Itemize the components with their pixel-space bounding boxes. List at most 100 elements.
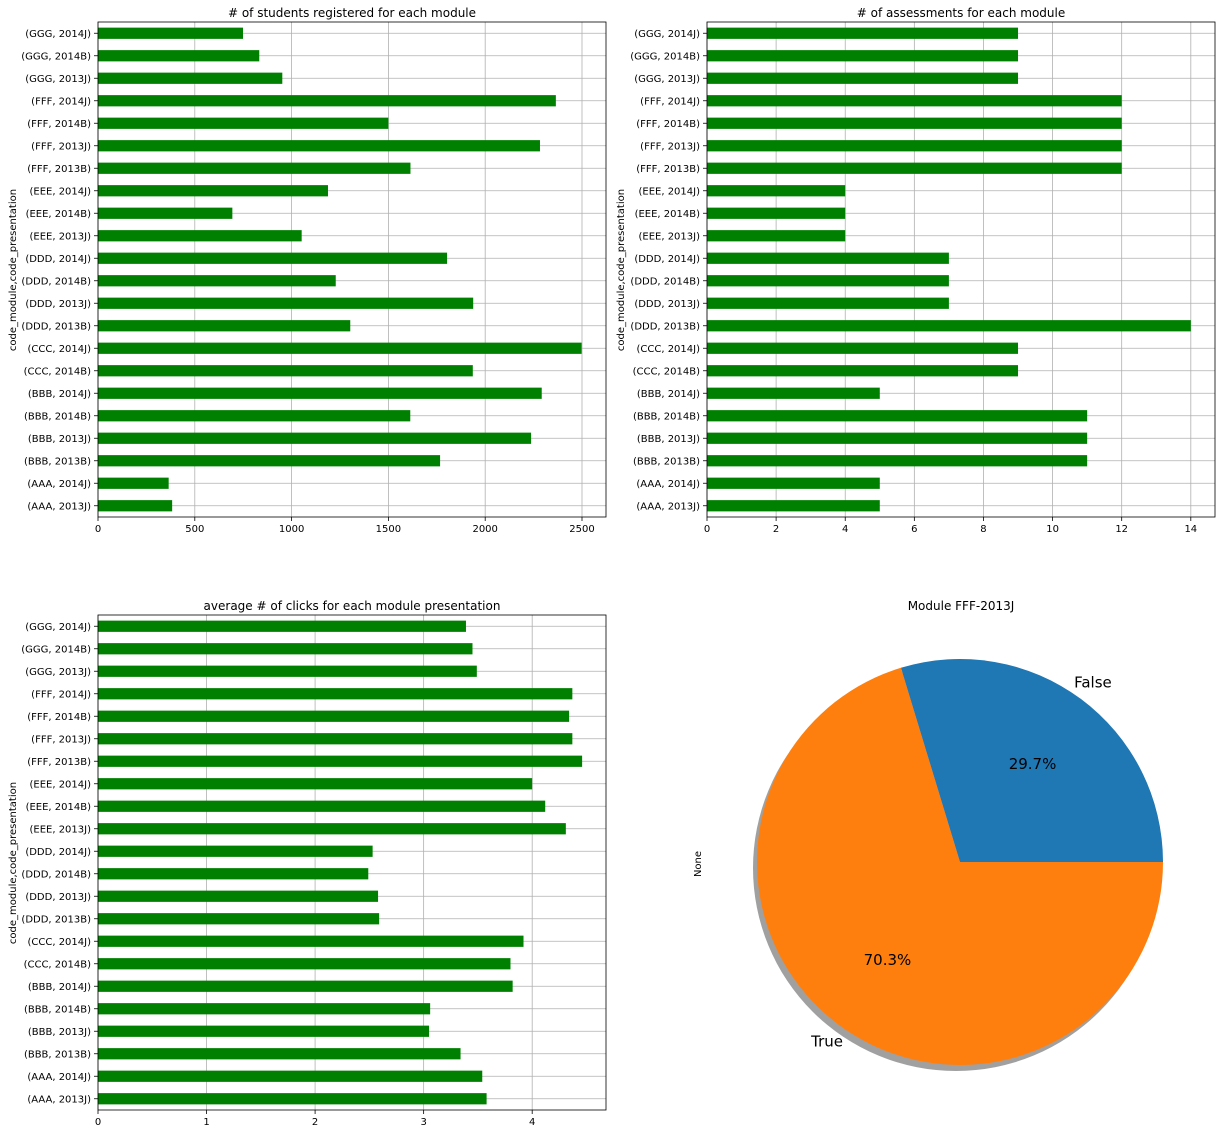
bar [98,1003,431,1015]
pie-percent-label: 29.7% [1009,755,1057,773]
y-axis-label: code_module,code_presentation [8,782,19,944]
bar [98,868,369,880]
x-tick-label: 0 [95,1117,101,1128]
bar [707,432,1088,444]
y-tick-label: (DDD, 2013B) [21,914,91,925]
y-tick-label: (AAA, 2014J) [636,479,700,490]
bar [98,710,570,722]
bar [98,230,302,242]
y-tick-label: (EEE, 2014J) [29,779,91,790]
bar [98,297,474,309]
bar [98,27,244,39]
y-tick-label: (CCC, 2014J) [27,344,91,355]
y-tick-label: (BBB, 2014B) [633,411,700,422]
y-tick-label: (BBB, 2013J) [28,434,91,445]
bar [98,500,173,512]
pie-slice-label: False [1074,674,1112,692]
chart-title: # of assessments for each module [857,6,1065,20]
bar [98,95,556,107]
y-tick-label: (BBB, 2013B) [24,1049,91,1060]
bar [98,845,373,857]
y-axis-label: None [693,851,704,877]
y-tick-label: (BBB, 2013J) [28,1027,91,1038]
y-tick-label: (EEE, 2013J) [638,231,700,242]
bar [98,1048,461,1060]
y-tick-label: (AAA, 2013J) [27,1094,91,1105]
y-tick-label: (GGG, 2014J) [634,29,700,40]
y-tick-label: (DDD, 2014B) [21,869,91,880]
bar [98,432,532,444]
y-tick-label: (AAA, 2013J) [636,501,700,512]
bar [98,643,473,655]
y-tick-label: (EEE, 2014J) [638,186,700,197]
bar [98,185,328,197]
bar [98,455,441,467]
bar [98,1070,483,1082]
bar [707,140,1122,152]
chart-title: average # of clicks for each module pres… [204,599,501,613]
y-tick-label: (FFF, 2014B) [27,712,91,723]
chart-title: Module FFF-2013J [908,599,1015,613]
y-tick-label: (AAA, 2014J) [27,1072,91,1083]
bar [98,320,351,332]
y-tick-label: (FFF, 2013B) [636,164,700,175]
y-tick-label: (FFF, 2013B) [27,757,91,768]
x-tick-label: 6 [911,524,917,535]
bar [98,958,511,970]
bar [98,778,533,790]
bar [98,117,389,129]
bar [98,477,169,489]
chart-title: # of students registered for each module [228,6,476,20]
x-tick-label: 2500 [569,524,594,535]
x-tick-label: 2 [773,524,779,535]
bar [707,477,880,489]
bar [98,275,336,287]
bar [707,117,1122,129]
bar [98,890,379,902]
y-tick-label: (EEE, 2014J) [29,186,91,197]
bar [707,50,1019,62]
y-tick-label: (GGG, 2014B) [21,51,91,62]
y-tick-label: (EEE, 2014B) [26,802,92,813]
y-tick-label: (FFF, 2014J) [31,689,91,700]
bar [707,500,880,512]
assessments-chart: # of assessments for each module code_mo… [616,6,1216,535]
y-tick-label: (DDD, 2013B) [21,321,91,332]
y-tick-label: (FFF, 2014J) [640,96,700,107]
y-tick-label: (AAA, 2014J) [27,479,91,490]
bar [98,688,573,700]
y-tick-label: (GGG, 2014B) [21,644,91,655]
x-tick-label: 2000 [472,524,497,535]
y-tick-label: (EEE, 2013J) [29,824,91,835]
y-tick-label: (CCC, 2014J) [636,344,700,355]
pie-slice [900,659,1163,862]
y-tick-label: (FFF, 2014J) [31,96,91,107]
bar [98,410,411,422]
bar [707,95,1122,107]
bar [707,230,846,242]
bar [707,252,949,264]
y-tick-label: (DDD, 2014B) [21,276,91,287]
x-tick-label: 0 [704,524,710,535]
y-tick-label: (BBB, 2013B) [24,456,91,467]
bar [707,207,846,219]
y-axis-label: code_module,code_presentation [616,189,627,351]
y-tick-label: (EEE, 2014B) [26,209,92,220]
y-tick-label: (GGG, 2013J) [25,667,91,678]
average-clicks-chart: average # of clicks for each module pres… [8,599,607,1128]
y-tick-label: (DDD, 2014B) [630,276,700,287]
bar [98,140,540,152]
y-tick-label: (CCC, 2014B) [24,959,92,970]
y-tick-label: (FFF, 2014B) [636,119,700,130]
y-tick-label: (BBB, 2013B) [633,456,700,467]
bar [98,365,473,377]
x-tick-label: 2 [312,1117,318,1128]
y-tick-label: (BBB, 2014J) [28,389,91,400]
y-tick-label: (EEE, 2014B) [635,209,701,220]
y-tick-label: (GGG, 2014B) [630,51,700,62]
x-tick-label: 8 [980,524,986,535]
y-tick-label: (GGG, 2013J) [25,74,91,85]
y-tick-label: (FFF, 2013B) [27,164,91,175]
pie-percent-label: 70.3% [864,951,912,969]
